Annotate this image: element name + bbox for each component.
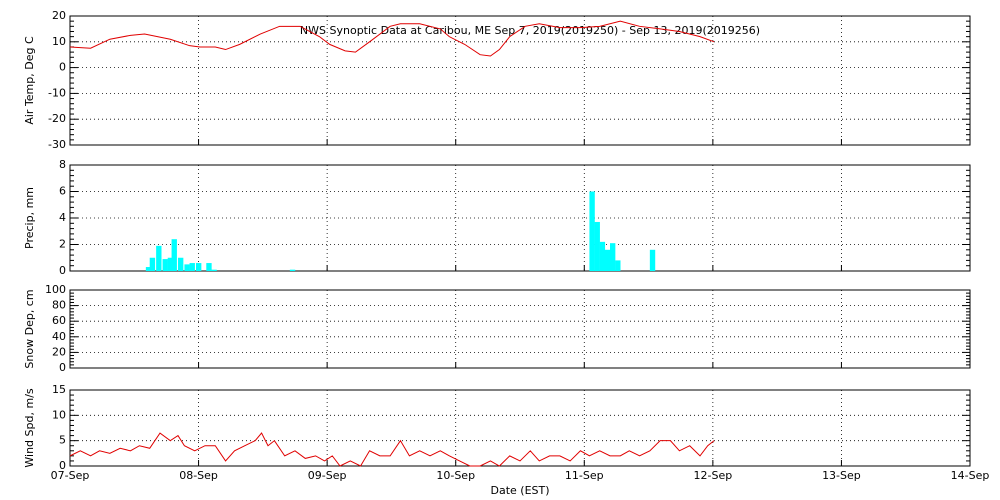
y-tick-label: 0 — [59, 61, 66, 74]
plot-frame — [69, 15, 971, 146]
bar — [610, 243, 616, 271]
bar — [206, 263, 212, 271]
y-axis-label: Precip, mm — [23, 187, 36, 249]
x-axis-label: Date (EST) — [490, 484, 549, 497]
x-tick-label: 10-Sep — [436, 469, 475, 482]
y-tick-label: 10 — [52, 35, 66, 48]
chart-title: NWS Synoptic Data at Caribou, ME Sep 7, … — [300, 24, 760, 37]
bar — [599, 241, 606, 271]
y-tick-label: 100 — [45, 283, 66, 296]
y-tick-label: 0 — [59, 459, 66, 472]
bar — [589, 191, 595, 271]
y-axis-label: Air Temp, Deg C — [23, 36, 36, 125]
y-tick-label: 40 — [52, 330, 66, 343]
y-tick-label: 10 — [52, 408, 66, 421]
bar — [594, 221, 600, 271]
bar — [145, 267, 152, 271]
y-tick-label: 2 — [59, 238, 66, 251]
data-line — [69, 432, 715, 467]
x-tick-label: 12-Sep — [694, 469, 733, 482]
bar — [615, 260, 621, 271]
bar — [196, 263, 202, 271]
bar — [171, 239, 177, 271]
y-tick-label: -30 — [48, 138, 66, 151]
bar — [149, 257, 156, 271]
x-tick-label: 14-Sep — [951, 469, 990, 482]
y-tick-label: -20 — [48, 112, 66, 125]
y-axis-label: Snow Dep, cm — [23, 289, 36, 368]
y-tick-label: 6 — [59, 185, 66, 198]
y-tick-label: 20 — [52, 345, 66, 358]
bar — [211, 269, 217, 271]
bar — [289, 269, 296, 271]
plot-frame — [69, 289, 971, 369]
y-tick-label: 4 — [59, 211, 66, 224]
bar — [156, 245, 162, 271]
y-tick-label: 15 — [52, 383, 66, 396]
y-tick-label: 5 — [59, 434, 66, 447]
bar — [162, 259, 168, 271]
data-line — [69, 20, 715, 57]
x-tick-label: 09-Sep — [308, 469, 347, 482]
bar — [649, 249, 656, 271]
y-tick-label: 20 — [52, 9, 66, 22]
x-tick-label: 13-Sep — [822, 469, 861, 482]
y-tick-label: 8 — [59, 158, 66, 171]
y-tick-label: 0 — [59, 361, 66, 374]
x-tick-label: 07-Sep — [51, 469, 90, 482]
bar — [184, 264, 190, 271]
y-axis-label: Wind Spd, m/s — [23, 388, 36, 468]
y-tick-label: 60 — [52, 314, 66, 327]
x-tick-label: 11-Sep — [565, 469, 604, 482]
y-tick-label: 0 — [59, 264, 66, 277]
y-tick-label: -10 — [48, 86, 66, 99]
y-tick-label: 80 — [52, 299, 66, 312]
bar — [189, 263, 195, 271]
bar — [604, 249, 611, 271]
bar — [167, 257, 174, 271]
plot-frame — [69, 389, 971, 467]
bar — [178, 257, 184, 271]
x-tick-label: 08-Sep — [179, 469, 218, 482]
